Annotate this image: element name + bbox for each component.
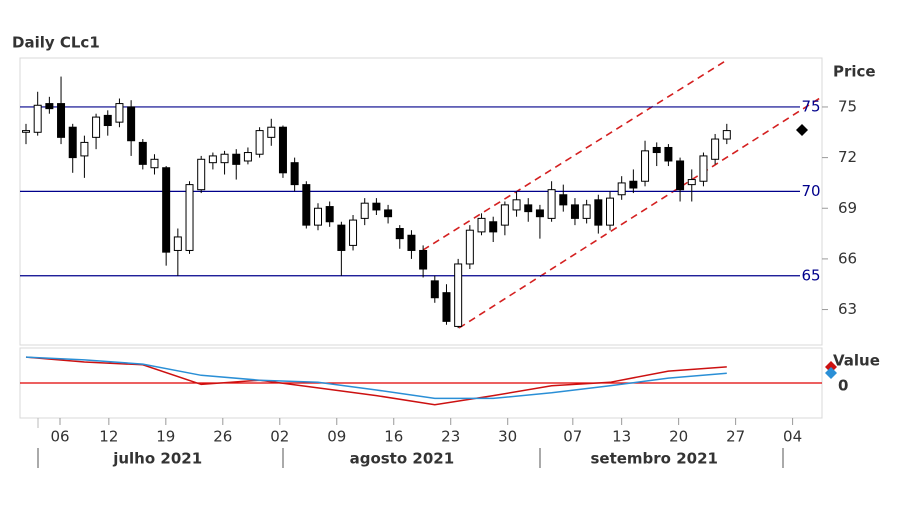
candle-body	[687, 179, 696, 186]
candle-body	[57, 103, 66, 138]
candle-body	[68, 126, 77, 159]
x-tick-label: 07	[563, 428, 582, 446]
candle-body	[33, 104, 42, 133]
candle-body	[302, 184, 311, 226]
candle-body	[162, 167, 171, 253]
x-tick-label: 26	[213, 428, 232, 446]
candle-body	[652, 146, 661, 154]
candle-body	[547, 189, 556, 219]
candle-body	[232, 153, 241, 165]
indicator-label: Value	[833, 352, 880, 370]
x-tick-label: 13	[612, 428, 631, 446]
candle-body	[45, 103, 54, 110]
x-tick-label: 04	[783, 428, 802, 446]
candle-body	[138, 141, 147, 165]
candle-body	[629, 180, 638, 189]
y-tick-label: 69	[838, 199, 857, 217]
candle-body	[278, 126, 287, 174]
candle-body	[267, 126, 276, 138]
candle-body	[80, 141, 89, 157]
y2-tick-label: 0	[838, 377, 848, 395]
candle-body	[512, 199, 521, 211]
candle-body	[676, 160, 685, 191]
month-label: setembro 2021	[590, 450, 718, 468]
x-tick-label: 27	[726, 428, 745, 446]
candle-body	[337, 224, 346, 251]
x-tick-label: 30	[498, 428, 517, 446]
candle-body	[349, 219, 358, 246]
candle-body	[103, 114, 112, 127]
candle-body	[711, 138, 720, 160]
x-tick-label: 20	[669, 428, 688, 446]
candle-body	[22, 130, 30, 133]
month-label: julho 2021	[112, 450, 202, 468]
candle-body	[290, 162, 299, 186]
candle-body	[582, 204, 591, 219]
candle-body	[477, 217, 486, 233]
candle-body	[465, 229, 474, 265]
candle-body	[699, 155, 708, 182]
x-tick-label: 09	[327, 428, 346, 446]
level-label: 65	[801, 266, 820, 284]
candle-body	[314, 207, 322, 226]
level-label: 75	[801, 97, 820, 115]
candle-body	[255, 130, 264, 155]
level-label: 70	[801, 182, 820, 200]
series-marker	[825, 367, 837, 379]
candle-body	[150, 158, 159, 169]
candle-body	[430, 280, 439, 299]
candle-body	[617, 182, 626, 196]
candle-body	[524, 204, 533, 213]
candle-body	[220, 153, 229, 164]
candle-body	[325, 206, 334, 223]
month-separators	[37, 448, 784, 468]
candle-body	[419, 249, 428, 270]
candle-body	[559, 194, 568, 206]
candle-body	[360, 202, 369, 219]
x-tick-label: 12	[99, 428, 118, 446]
candle-body	[606, 197, 614, 226]
candle-body	[92, 116, 101, 138]
indicator-line	[25, 356, 727, 400]
trend-line	[458, 97, 821, 329]
candle-body	[442, 292, 451, 322]
candle-body	[722, 130, 731, 140]
y-tick-label: 72	[838, 148, 857, 166]
candle-body	[395, 228, 404, 240]
candle-body	[185, 184, 194, 251]
candle-body	[570, 204, 579, 219]
candle-body	[197, 158, 206, 191]
candle-body	[173, 236, 182, 251]
x-tick-label: 23	[441, 428, 460, 446]
chart-title: Daily CLc1	[12, 34, 100, 52]
candle-body	[127, 106, 136, 142]
candle-body	[489, 221, 498, 233]
x-tick-label: 02	[270, 428, 289, 446]
month-label: agosto 2021	[350, 450, 455, 468]
candle-body	[115, 103, 124, 123]
candle-body	[372, 202, 381, 211]
y-tick-label: 75	[838, 97, 857, 115]
candle-body	[535, 209, 544, 218]
y-tick-label: 63	[838, 300, 857, 318]
x-tick-label: 16	[384, 428, 403, 446]
candle-body	[384, 209, 393, 218]
y-tick-label: 66	[838, 249, 857, 267]
candle-body	[208, 155, 217, 164]
indicator-line	[25, 356, 727, 406]
candle-body	[594, 199, 603, 226]
candle-body	[664, 146, 673, 162]
candle-body	[500, 204, 509, 226]
candle-body	[454, 263, 463, 327]
y-axis-label: Price	[833, 63, 876, 81]
price-panel	[19, 57, 823, 346]
x-tick-label: 19	[156, 428, 175, 446]
candle-body	[243, 152, 252, 162]
candle-body	[407, 234, 416, 251]
candle-body	[641, 150, 650, 182]
last-price-marker	[796, 124, 808, 136]
x-tick-label: 06	[50, 428, 69, 446]
